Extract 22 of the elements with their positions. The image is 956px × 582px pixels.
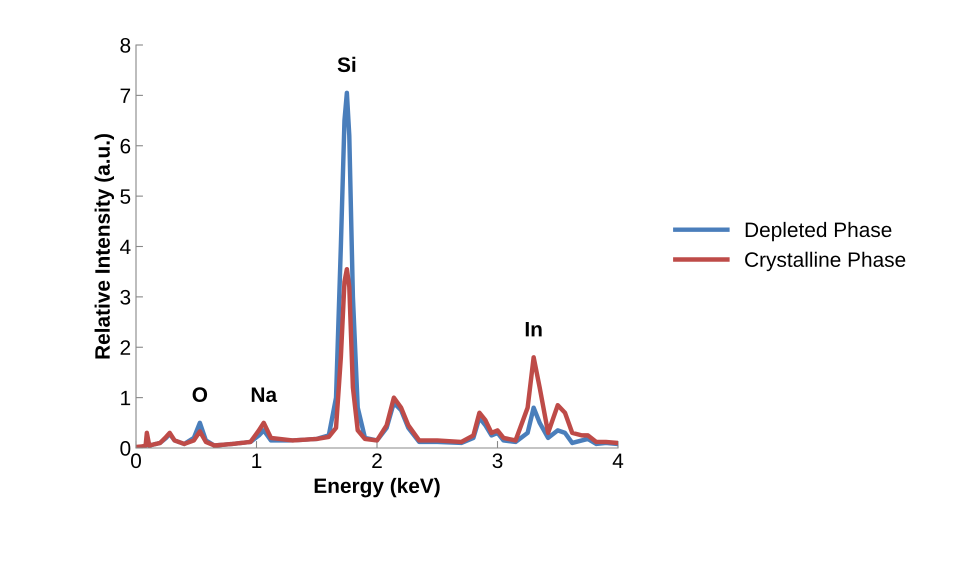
y-tick-label: 5 [120,189,130,204]
y-tick-label: 2 [120,340,130,355]
x-axis-title: Energy (keV) [314,478,440,498]
x-tick-label: 4 [612,454,624,468]
x-tick-label: 1 [252,454,262,468]
y-tick-label: 6 [120,138,130,154]
annotation: Si [338,56,356,72]
x-tick-label: 3 [492,453,502,468]
annotation: In [526,322,542,336]
y-tick-label: 1 [121,390,130,406]
legend-label: Depleted Phase [746,222,892,242]
x-tick-label: 0 [131,453,141,468]
x-tick-label: 2 [372,453,382,468]
annotation: Na [252,387,278,402]
y-tick-label: 8 [120,38,130,53]
y-tick-label: 3 [120,290,130,305]
y-tick-label: 4 [120,240,131,254]
annotation: O [192,387,208,402]
y-tick-label: 7 [120,88,130,103]
legend-label: Crystalline Phase [745,252,906,272]
y-tick-label: 0 [120,441,130,456]
y-axis-title: Relative Intensity (a.u.) [94,134,114,359]
